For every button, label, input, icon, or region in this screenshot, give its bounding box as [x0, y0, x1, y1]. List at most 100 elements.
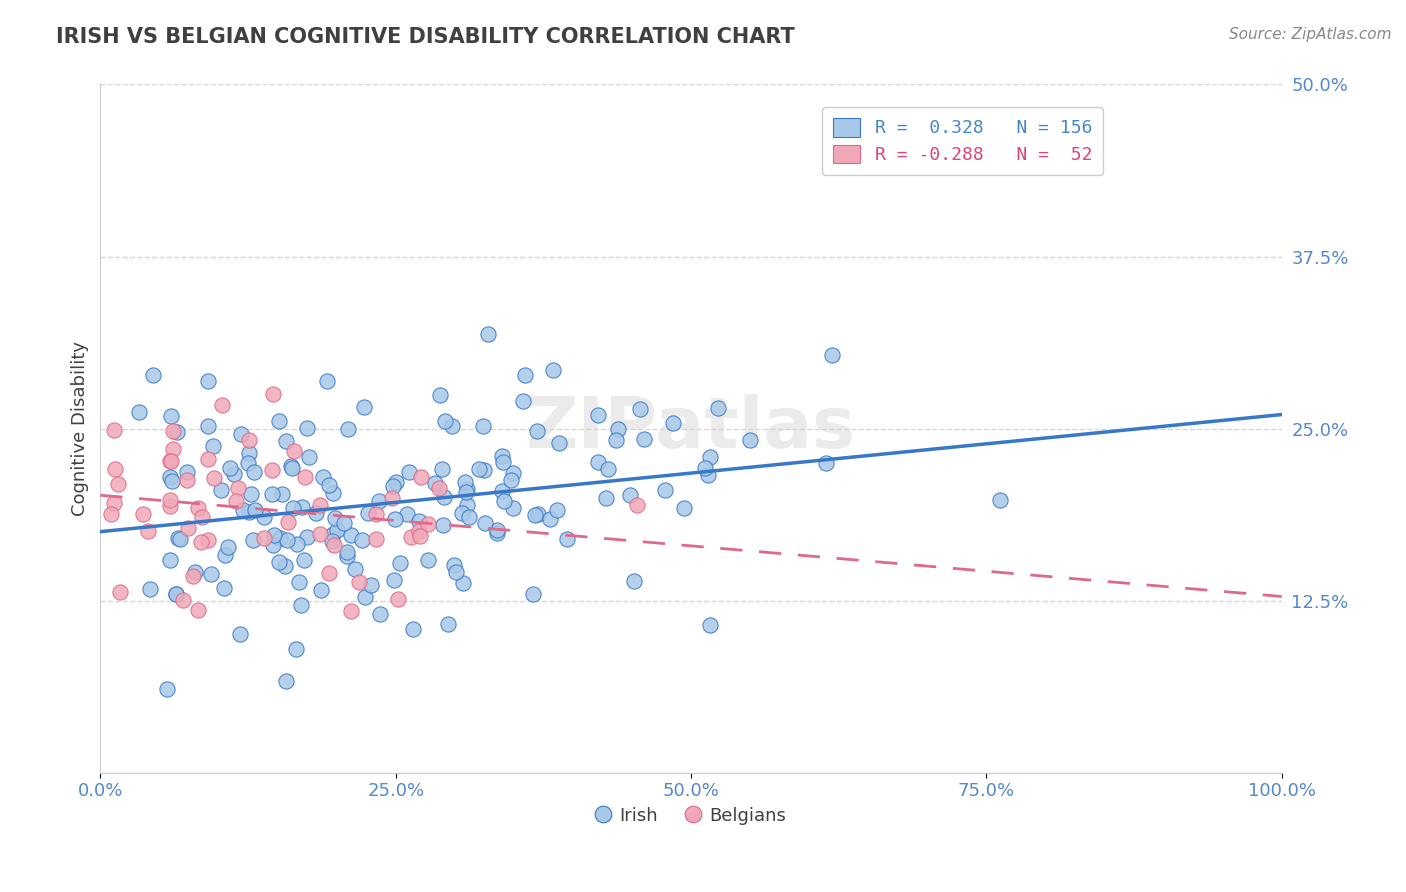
- Y-axis label: Cognitive Disability: Cognitive Disability: [72, 341, 89, 516]
- Point: [429, 388, 451, 402]
- Point: [333, 516, 356, 530]
- Point: [277, 516, 299, 530]
- Point: [322, 538, 344, 552]
- Point: [274, 673, 297, 688]
- Point: [628, 401, 651, 416]
- Point: [162, 424, 184, 438]
- Point: [477, 326, 499, 341]
- Point: [238, 446, 260, 460]
- Point: [212, 582, 235, 596]
- Point: [347, 575, 370, 590]
- Point: [523, 508, 546, 522]
- Point: [312, 470, 335, 484]
- Point: [103, 496, 125, 510]
- Point: [472, 463, 495, 477]
- Point: [444, 566, 467, 580]
- Point: [309, 527, 332, 541]
- Point: [292, 553, 315, 567]
- Point: [357, 506, 380, 520]
- Point: [288, 575, 311, 590]
- Point: [385, 475, 408, 489]
- Point: [104, 462, 127, 476]
- Point: [693, 461, 716, 475]
- Point: [177, 521, 200, 535]
- Point: [107, 477, 129, 491]
- Point: [267, 414, 290, 428]
- Point: [238, 456, 260, 470]
- Point: [340, 528, 363, 542]
- Point: [159, 470, 181, 484]
- Point: [322, 486, 344, 500]
- Point: [401, 530, 423, 544]
- Point: [389, 557, 412, 571]
- Text: IRISH VS BELGIAN COGNITIVE DISABILITY CORRELATION CHART: IRISH VS BELGIAN COGNITIVE DISABILITY CO…: [56, 27, 794, 46]
- Point: [458, 509, 481, 524]
- Point: [253, 510, 276, 524]
- Point: [219, 461, 242, 475]
- Point: [596, 462, 619, 476]
- Point: [471, 419, 494, 434]
- Point: [209, 483, 232, 497]
- Point: [159, 553, 181, 567]
- Point: [661, 417, 683, 431]
- Point: [453, 576, 475, 591]
- Point: [607, 422, 630, 436]
- Point: [350, 533, 373, 547]
- Point: [336, 544, 359, 558]
- Point: [159, 499, 181, 513]
- Point: [260, 487, 283, 501]
- Point: [492, 455, 515, 469]
- Point: [225, 494, 247, 508]
- Point: [387, 592, 409, 607]
- Point: [409, 528, 432, 542]
- Point: [197, 452, 219, 467]
- Point: [103, 423, 125, 437]
- Point: [408, 514, 430, 528]
- Point: [197, 533, 219, 547]
- Point: [100, 507, 122, 521]
- Point: [368, 494, 391, 508]
- Point: [368, 607, 391, 622]
- Point: [425, 476, 447, 491]
- Point: [281, 461, 304, 475]
- Point: [283, 501, 305, 516]
- Point: [486, 525, 509, 540]
- Point: [295, 421, 318, 435]
- Point: [211, 398, 233, 412]
- Point: [654, 483, 676, 498]
- Point: [263, 528, 285, 542]
- Point: [339, 604, 361, 618]
- Point: [309, 498, 332, 512]
- Point: [238, 433, 260, 447]
- Point: [166, 425, 188, 439]
- Point: [619, 488, 641, 502]
- Point: [437, 616, 460, 631]
- Point: [453, 475, 475, 489]
- Point: [467, 462, 489, 476]
- Point: [197, 374, 219, 388]
- Point: [243, 503, 266, 517]
- Point: [159, 409, 181, 424]
- Point: [162, 442, 184, 457]
- Point: [167, 531, 190, 545]
- Point: [699, 617, 721, 632]
- Point: [202, 471, 225, 485]
- Point: [214, 548, 236, 562]
- Point: [633, 432, 655, 446]
- Text: ZIPatlas: ZIPatlas: [526, 394, 856, 463]
- Point: [548, 436, 571, 450]
- Point: [555, 532, 578, 546]
- Point: [522, 587, 544, 601]
- Point: [353, 400, 375, 414]
- Point: [128, 405, 150, 419]
- Point: [366, 532, 388, 546]
- Point: [485, 523, 508, 537]
- Point: [360, 578, 382, 592]
- Point: [538, 512, 561, 526]
- Point: [380, 491, 402, 506]
- Point: [274, 559, 297, 574]
- Point: [433, 413, 456, 427]
- Point: [260, 463, 283, 477]
- Point: [707, 401, 730, 416]
- Point: [491, 483, 513, 498]
